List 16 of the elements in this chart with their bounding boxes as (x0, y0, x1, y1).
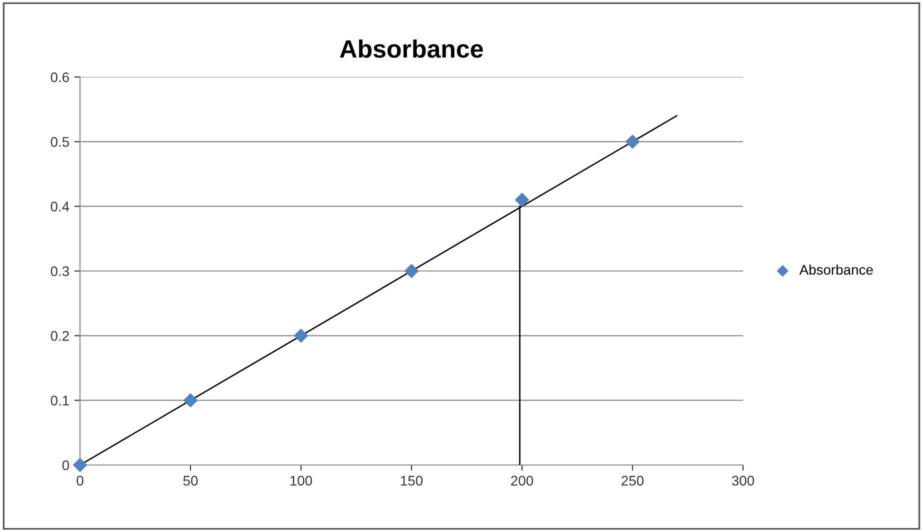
x-tick-label: 150 (400, 476, 423, 486)
legend-label: Absorbance (799, 264, 873, 275)
x-tick-label: 250 (622, 476, 644, 486)
y-tick-label: 0.4 (50, 202, 70, 212)
y-tick-label: 0 (62, 460, 70, 470)
y-tick-label: 0.2 (50, 331, 69, 341)
y-tick-label: 0.3 (50, 266, 69, 276)
x-tick-label: 200 (511, 476, 534, 486)
x-tick-label: 0 (76, 476, 84, 486)
y-tick-label: 0.1 (50, 396, 69, 406)
x-tick-label: 300 (732, 476, 754, 486)
chart-title: Absorbance (340, 39, 483, 58)
x-tick-label: 50 (183, 476, 198, 486)
y-tick-label: 0.6 (50, 72, 69, 82)
x-tick-label: 100 (290, 476, 312, 486)
y-tick-label: 0.5 (50, 137, 70, 147)
